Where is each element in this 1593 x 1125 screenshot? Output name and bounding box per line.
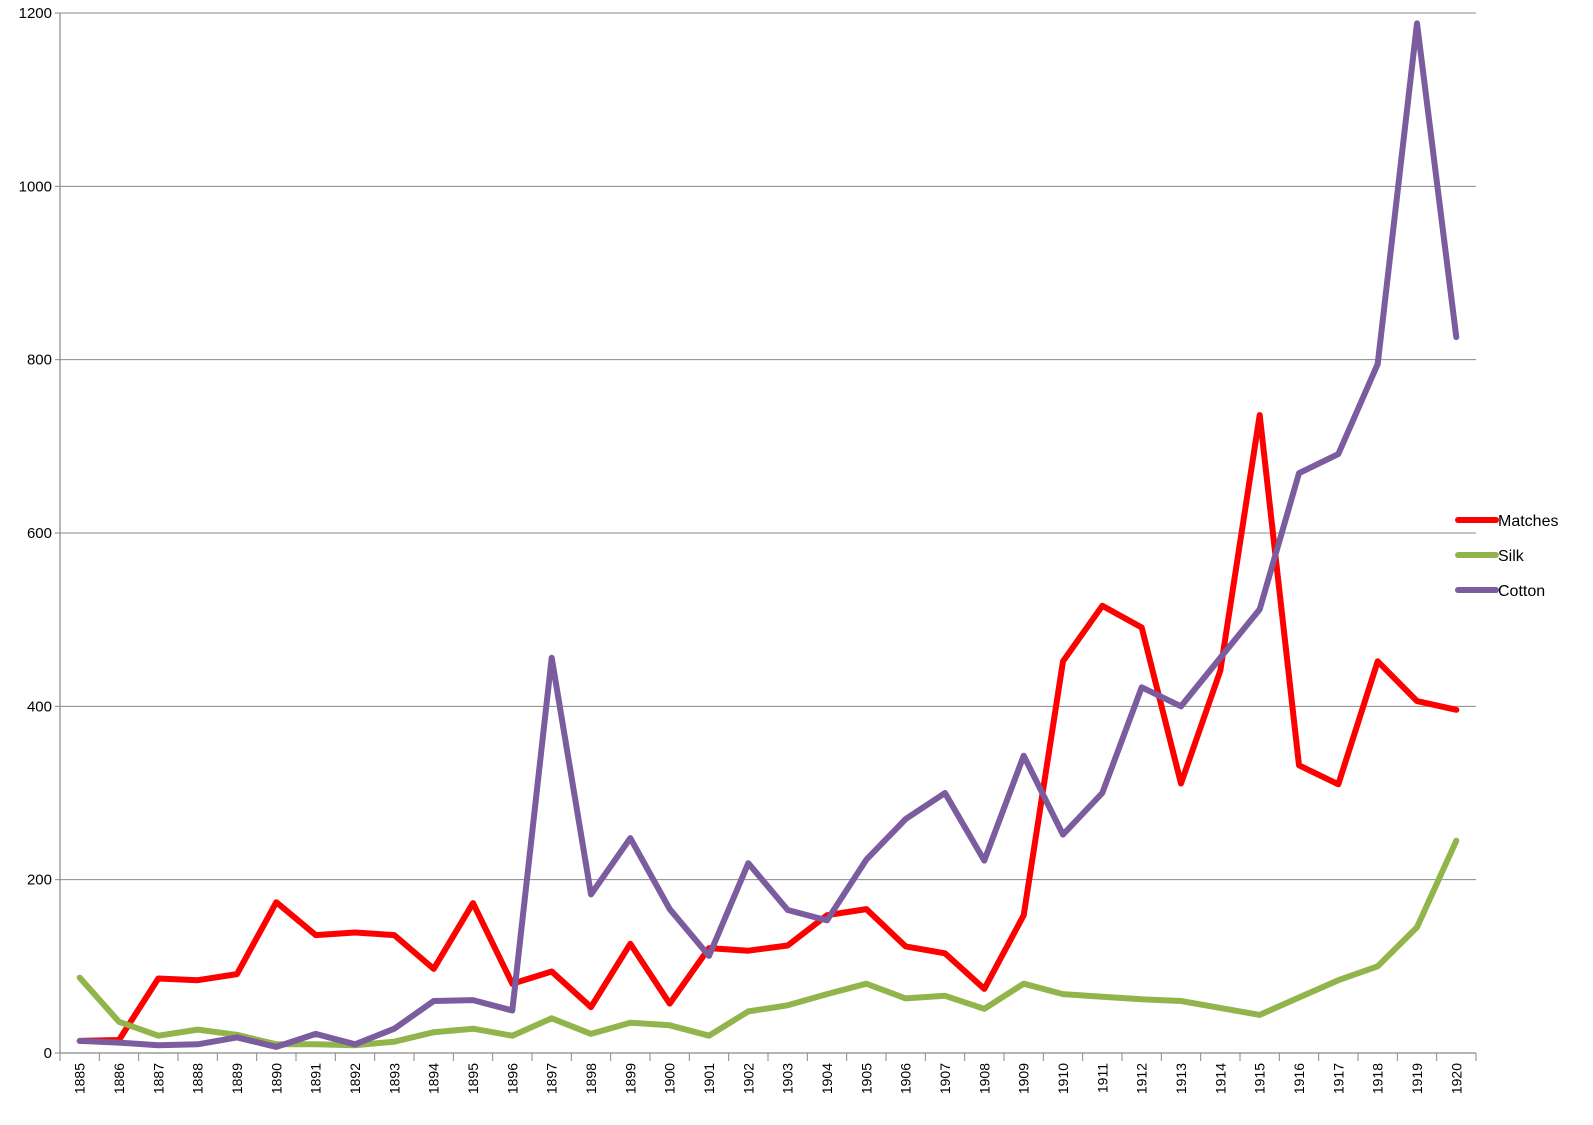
legend-label-matches: Matches bbox=[1498, 513, 1558, 530]
x-tick-label: 1919 bbox=[1409, 1063, 1425, 1094]
y-tick-label: 0 bbox=[44, 1045, 52, 1062]
legend-label-cotton: Cotton bbox=[1498, 583, 1545, 600]
grid-layer bbox=[60, 12, 1476, 881]
legend: Matches Silk Cotton bbox=[1455, 513, 1558, 600]
x-tick-label: 1892 bbox=[347, 1063, 363, 1094]
x-tick-label: 1885 bbox=[72, 1063, 88, 1094]
x-tick-label: 1902 bbox=[740, 1063, 756, 1094]
x-tick-label: 1899 bbox=[622, 1063, 638, 1094]
x-tick-label: 1889 bbox=[229, 1063, 245, 1094]
x-tick-label: 1916 bbox=[1291, 1063, 1307, 1094]
x-tick-label: 1900 bbox=[662, 1063, 678, 1094]
x-tick-label: 1887 bbox=[150, 1063, 166, 1094]
x-tick-label: 1908 bbox=[976, 1063, 992, 1094]
x-tick-label: 1894 bbox=[426, 1063, 442, 1094]
y-tick-label: 1000 bbox=[19, 178, 52, 195]
x-tick-label: 1915 bbox=[1252, 1063, 1268, 1094]
x-tick-label: 1891 bbox=[308, 1063, 324, 1094]
x-tick-label: 1901 bbox=[701, 1063, 717, 1094]
series-line-silk bbox=[76, 837, 1460, 1049]
x-tick-label: 1906 bbox=[898, 1063, 914, 1094]
series-layer bbox=[76, 20, 1460, 1050]
y-tick-label: 800 bbox=[27, 352, 52, 369]
x-tick-label: 1893 bbox=[386, 1063, 402, 1094]
series-line-matches bbox=[76, 412, 1460, 1044]
x-tick-label: 1917 bbox=[1330, 1063, 1346, 1094]
x-tick-label: 1898 bbox=[583, 1063, 599, 1094]
x-tick-label: 1911 bbox=[1094, 1063, 1110, 1093]
y-tick-label: 400 bbox=[27, 698, 52, 715]
axis-layer: 0 200 400 600 800 1000 1200 1885 1886 1887 1888 188… bbox=[19, 5, 1477, 1094]
x-tick-label: 1897 bbox=[544, 1063, 560, 1094]
legend-label-silk: Silk bbox=[1498, 548, 1525, 565]
x-tick-label: 1920 bbox=[1448, 1063, 1464, 1094]
x-tick-label: 1910 bbox=[1055, 1063, 1071, 1094]
x-tick-label: 1913 bbox=[1173, 1063, 1189, 1094]
x-tick-label: 1888 bbox=[190, 1063, 206, 1094]
x-tick-label: 1912 bbox=[1134, 1063, 1150, 1094]
x-tick-label: 1903 bbox=[780, 1063, 796, 1094]
x-tick-label: 1890 bbox=[268, 1063, 284, 1094]
x-tick-label: 1896 bbox=[504, 1063, 520, 1094]
y-tick-label: 1200 bbox=[19, 5, 52, 22]
y-tick-label: 200 bbox=[27, 872, 52, 889]
x-tick-label: 1904 bbox=[819, 1063, 835, 1094]
x-tick-label: 1905 bbox=[858, 1063, 874, 1094]
y-tick-label: 600 bbox=[27, 525, 52, 542]
series-line-cotton bbox=[76, 20, 1460, 1050]
x-tick-label: 1886 bbox=[111, 1063, 127, 1094]
x-tick-label: 1918 bbox=[1370, 1063, 1386, 1094]
x-tick-label: 1909 bbox=[1016, 1063, 1032, 1094]
x-tick-label: 1914 bbox=[1212, 1063, 1228, 1094]
x-tick-label: 1907 bbox=[937, 1063, 953, 1094]
x-tick-label: 1895 bbox=[465, 1063, 481, 1094]
